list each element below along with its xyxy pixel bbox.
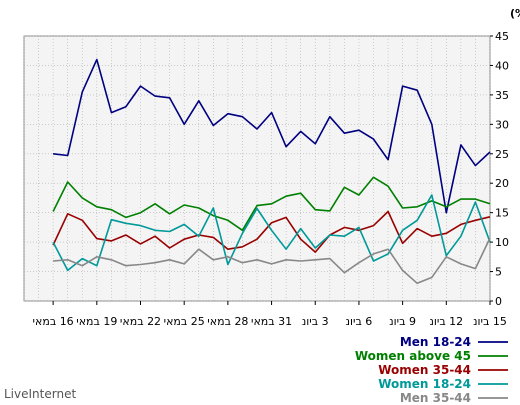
y-tick-label: 0 — [495, 295, 502, 308]
x-tick-label: 16 במאי — [33, 315, 74, 328]
grid — [23, 35, 491, 302]
x-tick-label: 25 במאי — [164, 315, 205, 328]
y-tick-label: 40 — [495, 59, 509, 72]
watermark: LiveInternet — [4, 387, 76, 401]
legend-label: Women above 45 — [355, 349, 471, 363]
y-tick-label: 25 — [495, 148, 509, 161]
x-tick-label: 12 ביונ — [429, 315, 463, 328]
x-tick-label: 22 במאי — [120, 315, 161, 328]
y-tick-label: 30 — [495, 118, 509, 131]
y-tick-label: 20 — [495, 177, 509, 190]
x-tick-label: 15 ביונ — [473, 315, 507, 328]
x-tick-label: 31 במאי — [251, 315, 292, 328]
y-tick-label: 45 — [495, 30, 509, 43]
legend-label: Men 35-44 — [400, 391, 471, 405]
legend-label: Women 35-44 — [378, 363, 471, 377]
y-tick-label: 35 — [495, 89, 509, 102]
x-tick-label: 3 ביונ — [302, 315, 329, 328]
series-line-women-35-44 — [52, 210, 491, 253]
y-axis-title: חלק (%) — [510, 7, 520, 20]
y-axis-ticks: 0 5 10 15 20 25 30 35 40 45 — [490, 30, 509, 308]
series-line-men-18-24 — [53, 58, 491, 214]
series-line-men-35-44 — [53, 237, 491, 285]
x-tick-label: 6 ביונ — [346, 315, 373, 328]
series-line-women-18-24 — [52, 194, 491, 272]
legend-label: Men 18-24 — [400, 335, 471, 349]
y-tick-label: 5 — [495, 266, 502, 279]
legend-label: Women 18-24 — [378, 377, 471, 391]
y-tick-label: 15 — [495, 207, 509, 220]
series-lines — [52, 58, 491, 285]
series-line-women-above-45 — [52, 176, 491, 232]
y-tick-label: 10 — [495, 236, 509, 249]
x-tick-label: 28 במאי — [207, 315, 248, 328]
x-tick-label: 19 במאי — [76, 315, 117, 328]
x-tick-label: 9 ביונ — [389, 315, 416, 328]
